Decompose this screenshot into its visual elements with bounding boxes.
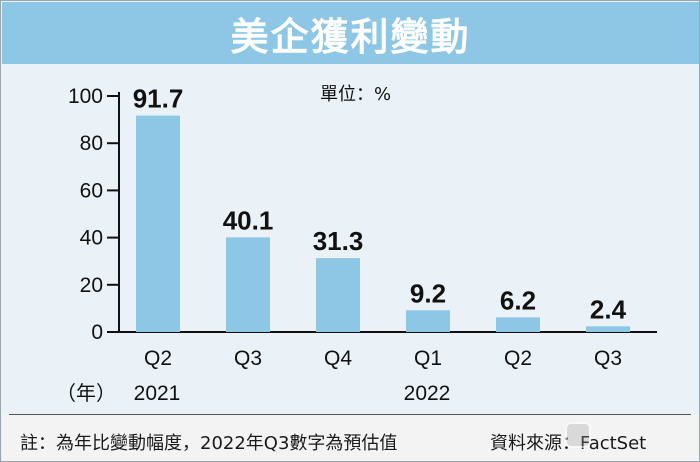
bar: [226, 237, 270, 332]
bar-value-label: 6.2: [500, 285, 536, 315]
bar: [586, 326, 630, 332]
year-axis-label: （年）: [56, 381, 116, 405]
watermark-icon: [565, 422, 591, 448]
y-tick-label: 60: [80, 179, 103, 202]
bar: [316, 258, 360, 332]
footer-divider: [9, 414, 691, 415]
x-tick-label: Q4: [324, 347, 352, 370]
value-labels: 91.7 40.1 31.3 9.2 6.2 2.4: [133, 84, 627, 325]
bar: [406, 310, 450, 332]
y-tick-label: 0: [91, 321, 103, 344]
x-tick-label: Q2: [504, 347, 532, 370]
x-tick-label: Q2: [144, 347, 172, 370]
y-tick-label: 100: [68, 85, 103, 108]
x-axis-labels: Q2 Q3 Q4 Q1 Q2 Q3 （年） 2021 2022: [56, 347, 622, 405]
bar-value-label: 2.4: [590, 294, 627, 324]
bar-value-label: 91.7: [133, 84, 184, 114]
bar: [496, 317, 540, 332]
title-bar: 美企獲利變動: [2, 2, 699, 64]
bar: [136, 115, 180, 332]
y-tick-label: 80: [80, 132, 103, 155]
plot-area: 單位：% 0 20 40 60 80 100 91.7 40.1 31.3 9.2 6.2 2.4 …: [2, 64, 699, 414]
year-label: 2021: [134, 382, 181, 405]
x-tick-label: Q1: [414, 347, 442, 370]
unit-label: 單位：%: [320, 84, 391, 105]
bars: [136, 115, 630, 332]
y-tick-label: 40: [80, 227, 103, 250]
y-axis: 0 20 40 60 80 100: [68, 85, 657, 344]
y-tick-label: 20: [80, 274, 103, 297]
footnote: 註：為年比變動幅度，2022年Q3數字為預估值: [20, 433, 398, 454]
bar-value-label: 9.2: [410, 278, 446, 308]
watermark-logo: [565, 418, 596, 452]
year-label: 2022: [404, 382, 451, 405]
x-tick-label: Q3: [594, 347, 622, 370]
bar-value-label: 40.1: [223, 205, 274, 235]
chart-title: 美企獲利變動: [230, 14, 471, 59]
x-tick-label: Q3: [234, 347, 262, 370]
bar-value-label: 31.3: [313, 226, 364, 256]
